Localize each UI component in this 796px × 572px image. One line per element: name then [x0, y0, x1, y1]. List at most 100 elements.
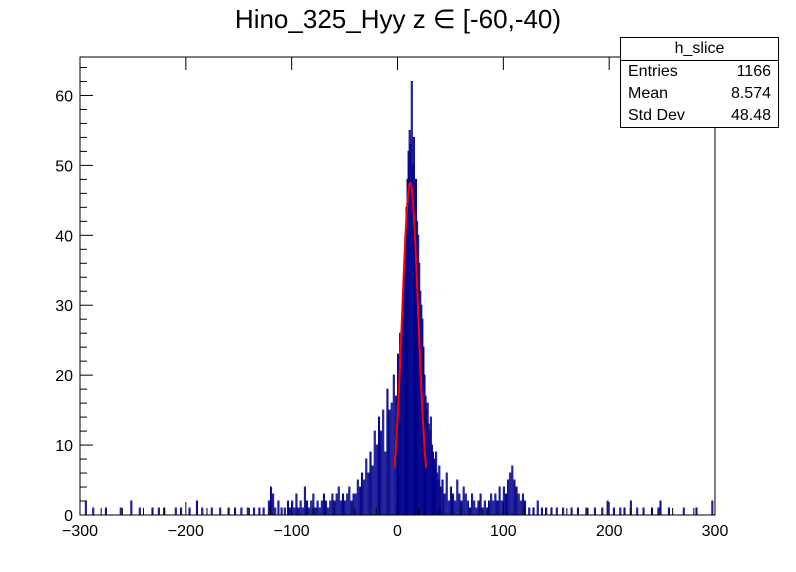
histogram-bin — [483, 500, 486, 516]
histogram-bin — [119, 507, 122, 516]
x-tick-label: 0 — [393, 523, 402, 540]
stats-box-title: h_slice — [621, 38, 778, 61]
histogram-bin — [371, 465, 374, 516]
stats-row-stddev: Std Dev 48.48 — [621, 105, 778, 127]
histogram-bin — [384, 451, 387, 516]
histogram-bin — [612, 507, 615, 516]
histogram-bin — [219, 507, 222, 516]
histogram-bin — [473, 500, 476, 516]
histogram-bin — [331, 493, 334, 516]
histogram-bin — [619, 507, 622, 516]
histogram-bin — [657, 507, 660, 516]
histogram-bin — [341, 493, 345, 516]
y-tick-label: 10 — [55, 438, 73, 455]
histogram-bin — [316, 500, 319, 516]
histogram-bin — [441, 479, 444, 516]
histogram-bin — [456, 479, 459, 516]
histogram-bin — [458, 493, 461, 516]
histogram-bin — [570, 507, 573, 516]
histogram-bin — [352, 493, 355, 516]
axis-layer: −300 −200 −100 0 100 200 300 0 10 20 30 40 50 60 — [55, 56, 729, 540]
histogram-bin — [488, 500, 491, 516]
histogram-bin — [240, 507, 243, 516]
x-tick-label: −300 — [62, 523, 98, 540]
histogram-bin — [517, 493, 520, 516]
histogram-bin — [92, 507, 95, 516]
histogram-bin — [477, 500, 480, 516]
histogram-bin — [519, 500, 522, 516]
histogram-bin — [246, 507, 249, 516]
histogram-bin — [540, 507, 543, 516]
histogram-bin — [515, 486, 518, 516]
histogram-bin — [447, 500, 450, 516]
histogram-bin — [377, 416, 381, 516]
histogram-bin — [466, 500, 469, 516]
histogram-bin — [277, 500, 280, 516]
histogram-bin — [267, 500, 270, 516]
y-tick-label: 0 — [64, 508, 73, 525]
histogram-bin — [490, 493, 493, 516]
stats-value: 1166 — [736, 63, 771, 80]
histogram-bin — [258, 507, 261, 516]
histogram-bin — [283, 507, 286, 516]
histogram-bin — [286, 500, 289, 516]
histogram-bin — [485, 507, 488, 516]
histogram-bin — [344, 500, 347, 516]
histogram-bin — [601, 507, 604, 516]
histogram-bin — [346, 493, 349, 516]
histogram-bin — [464, 493, 467, 516]
fit-layer — [393, 181, 428, 468]
histogram-bin — [305, 500, 309, 516]
histogram-bin — [500, 500, 503, 516]
histogram-bin — [180, 507, 183, 516]
histogram-bin — [365, 458, 368, 516]
histogram-bin — [471, 493, 474, 516]
histogram-bin — [388, 409, 391, 516]
histogram-bin — [606, 500, 609, 516]
histogram-bin — [84, 500, 87, 516]
histogram-bin — [297, 507, 300, 516]
stats-label: Mean — [628, 85, 669, 102]
histogram-bin — [335, 493, 338, 516]
histogram-bin — [443, 493, 446, 516]
histogram-bin — [151, 507, 154, 516]
y-tick-label: 60 — [55, 88, 73, 105]
histogram-bin — [201, 507, 204, 516]
histogram-bin — [295, 493, 298, 516]
x-tick-label: 300 — [702, 523, 729, 540]
histogram-bin — [104, 507, 107, 516]
histogram-bin — [555, 507, 558, 516]
histogram-bin — [585, 507, 588, 516]
histogram-bin — [507, 479, 510, 516]
histogram-bin — [576, 507, 579, 516]
histogram-bin — [234, 507, 237, 516]
stats-label: Entries — [628, 63, 678, 80]
histogram-bin — [289, 507, 292, 516]
histogram-bin — [682, 507, 685, 516]
histogram-bin — [262, 507, 265, 516]
histogram-bin — [593, 507, 596, 516]
histogram-bin — [361, 472, 364, 516]
histogram-bin — [157, 507, 160, 516]
histogram-bin — [462, 486, 465, 516]
histogram-bin — [293, 507, 296, 516]
histogram-bin — [280, 507, 283, 516]
histogram-bin — [711, 500, 714, 516]
histogram-bin — [373, 430, 376, 516]
histogram-bin — [521, 493, 524, 516]
histogram-bin — [329, 500, 332, 516]
histogram-bin — [272, 493, 275, 516]
histogram-bin — [274, 507, 277, 516]
histogram-bin — [318, 507, 321, 516]
histogram-bin — [536, 500, 539, 516]
x-tick-label: 200 — [596, 523, 623, 540]
x-tick-label: −100 — [274, 523, 310, 540]
x-tick-label: 100 — [490, 523, 517, 540]
chart-title: Hino_325_Hyy z ∈ [-60,-40) — [234, 4, 562, 34]
stats-box: h_slice Entries 1166 Mean 8.574 Std Dev … — [620, 37, 779, 128]
histogram-bin — [303, 486, 306, 516]
histogram-bin — [310, 500, 313, 516]
histogram-bin — [308, 507, 311, 516]
histogram-bin — [513, 479, 516, 516]
